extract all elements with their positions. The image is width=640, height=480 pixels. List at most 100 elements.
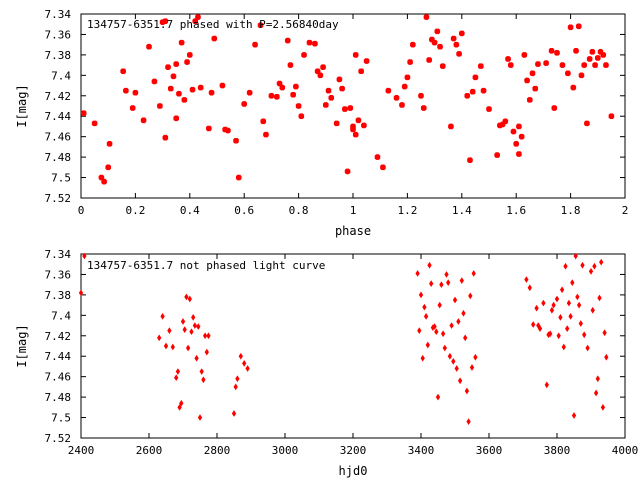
data-point: [363, 58, 370, 64]
data-point: [594, 55, 601, 61]
data-point: [380, 164, 386, 171]
data-point: [352, 131, 359, 138]
data-point: [584, 120, 590, 127]
data-point: [499, 121, 506, 128]
data-point: [548, 47, 555, 54]
data-point: [189, 328, 194, 336]
data-point: [590, 306, 595, 314]
data-point: [182, 326, 187, 333]
data-point: [563, 262, 568, 270]
phased-y-tick-label: 7.34: [45, 8, 72, 21]
unphased-light-curve-panel: 2400 2600 2800 3000 3200 3400 3600 3800 4000 7.3…: [15, 248, 638, 478]
unphased-y-tick-label: 7.48: [45, 391, 72, 404]
data-point: [576, 301, 582, 309]
phased-x-tick-label: 1.4: [452, 204, 472, 217]
unphased-y-tick-label: 7.4: [51, 309, 71, 322]
data-point: [439, 63, 446, 70]
data-point: [418, 291, 424, 299]
data-point: [179, 399, 184, 407]
data-point: [407, 59, 413, 65]
data-point: [431, 39, 438, 46]
data-point: [257, 22, 264, 29]
data-point: [197, 414, 203, 421]
data-point: [191, 314, 196, 321]
data-point: [518, 133, 525, 140]
data-point: [140, 117, 147, 124]
data-point: [101, 178, 107, 185]
data-point: [516, 151, 522, 157]
data-point: [328, 94, 335, 101]
data-point: [573, 47, 579, 54]
data-point: [78, 289, 84, 297]
data-point: [252, 41, 258, 48]
unphased-x-tick-label: 3200: [340, 444, 367, 457]
data-point: [417, 327, 422, 335]
data-point: [429, 280, 434, 287]
unphased-y-ticks: 7.34 7.36 7.38 7.4 7.42 7.44 7.46 7.48 7.5 7.52: [45, 248, 625, 445]
data-point: [279, 84, 286, 91]
data-point: [581, 62, 588, 68]
data-point: [233, 383, 238, 391]
data-point: [580, 261, 585, 269]
data-point: [456, 50, 462, 57]
data-point: [355, 117, 362, 124]
data-point: [570, 279, 575, 286]
data-point: [585, 344, 590, 352]
data-point: [456, 318, 461, 325]
data-point: [573, 252, 578, 260]
phased-x-tick-label: 0: [78, 204, 85, 217]
data-point: [194, 354, 199, 362]
data-point: [568, 313, 573, 320]
data-point: [298, 113, 305, 120]
data-point: [393, 94, 400, 101]
data-point: [170, 73, 177, 80]
phased-y-tick-label: 7.48: [45, 151, 72, 164]
data-point: [578, 320, 583, 327]
data-point: [165, 64, 171, 71]
data-point: [567, 24, 574, 31]
data-point: [173, 61, 180, 67]
data-point: [231, 410, 237, 417]
data-point: [461, 309, 466, 317]
data-point: [196, 323, 201, 330]
data-point: [468, 292, 473, 300]
data-point: [458, 30, 465, 37]
data-point: [225, 127, 231, 134]
unphased-data-points: [78, 252, 609, 425]
data-point: [301, 52, 307, 58]
data-point: [597, 294, 602, 302]
data-point: [374, 154, 381, 160]
data-point: [466, 418, 471, 425]
data-point: [471, 270, 476, 277]
phased-y-tick-label: 7.42: [45, 90, 72, 103]
data-point: [440, 330, 446, 338]
data-point: [586, 56, 593, 62]
data-point: [480, 87, 487, 94]
data-point: [604, 353, 609, 361]
data-point: [82, 252, 87, 260]
unphased-chart-title: 134757-6351.7 not phased light curve: [87, 259, 325, 272]
unphased-x-tick-label: 4000: [612, 444, 639, 457]
data-point: [486, 106, 492, 112]
data-point: [317, 72, 324, 79]
phased-chart-title: 134757-6351.7 phased with P=2.56840day: [87, 18, 339, 31]
data-point: [260, 118, 267, 125]
phased-x-tick-label: 0.4: [180, 204, 200, 217]
data-point: [524, 276, 529, 283]
data-point: [276, 80, 283, 87]
data-point: [418, 92, 424, 99]
data-point: [189, 86, 196, 93]
phased-y-axis-label: I[mag]: [15, 84, 29, 127]
data-point: [423, 14, 430, 20]
data-point: [427, 261, 432, 269]
data-point: [361, 122, 367, 129]
data-point: [91, 120, 98, 127]
data-point: [565, 325, 570, 332]
phased-x-tick-label: 1.6: [506, 204, 526, 217]
phased-y-tick-label: 7.38: [45, 49, 72, 62]
phased-data-points: [80, 14, 615, 185]
data-point: [339, 85, 345, 92]
data-point: [295, 103, 302, 109]
data-point: [549, 306, 555, 314]
data-point: [425, 341, 430, 349]
